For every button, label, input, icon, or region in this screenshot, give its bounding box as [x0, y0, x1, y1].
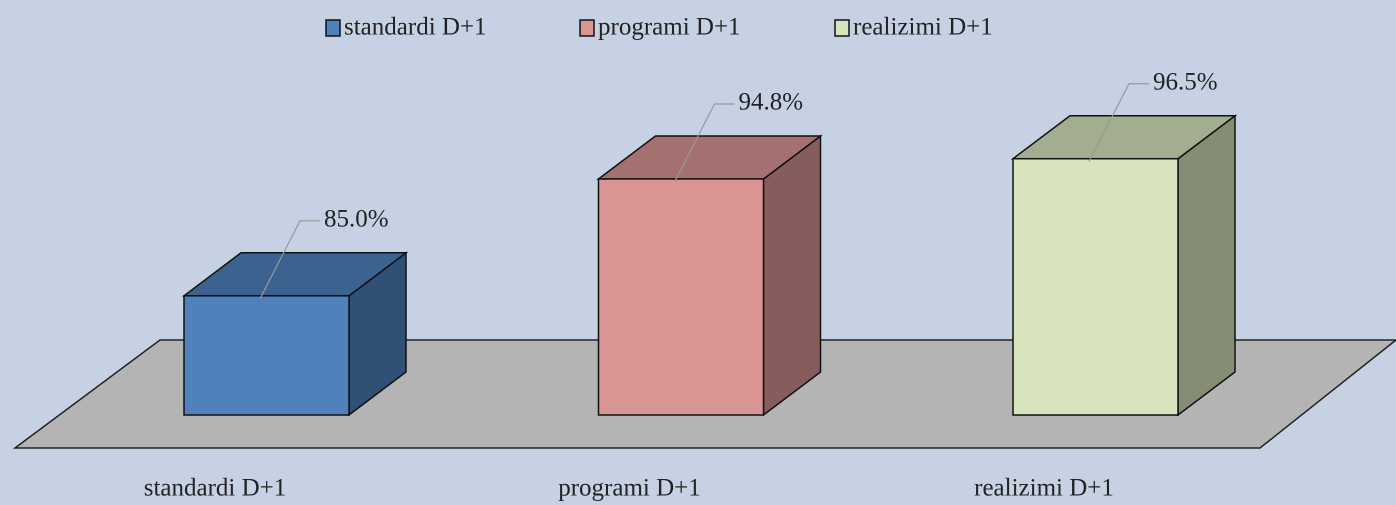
legend-label: realizimi D+1 — [853, 14, 993, 41]
x-tick-label: programi D+1 — [558, 475, 701, 502]
bar-side — [762, 134, 822, 417]
legend-label: programi D+1 — [598, 14, 741, 41]
bar — [183, 295, 350, 416]
leader-line — [259, 220, 320, 300]
data-label: 94.8% — [739, 89, 804, 116]
legend-swatch — [579, 19, 595, 37]
bar-side — [1177, 114, 1236, 417]
x-tick-label: standardi D+1 — [144, 475, 287, 502]
legend-swatch — [325, 19, 341, 37]
bar — [597, 178, 765, 416]
data-label: 85.0% — [324, 206, 389, 233]
legend-swatch — [834, 19, 850, 37]
x-tick-label: realizimi D+1 — [974, 475, 1114, 502]
leader-line — [1088, 83, 1149, 162]
data-label: 96.5% — [1153, 68, 1218, 95]
leader-line — [673, 103, 735, 183]
bar — [1012, 157, 1179, 416]
legend-label: standardi D+1 — [344, 14, 487, 41]
